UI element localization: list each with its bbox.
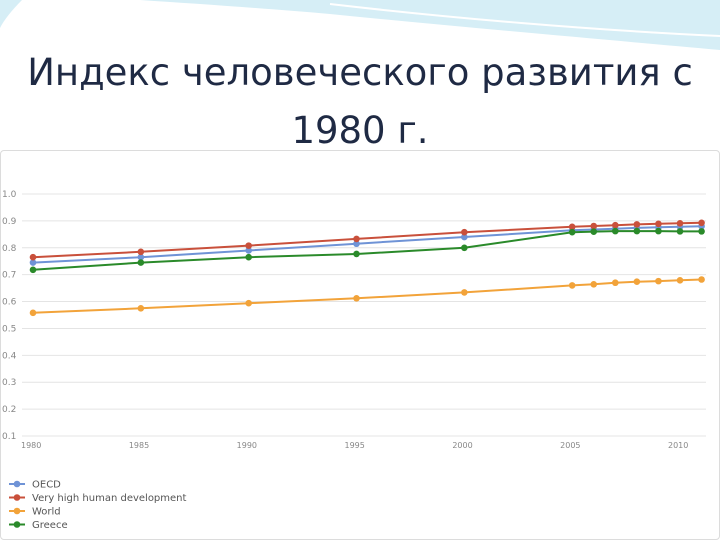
series-line-oecd xyxy=(32,225,702,264)
y-tick-label: 0.3 xyxy=(2,378,16,388)
data-point[interactable] xyxy=(676,277,684,284)
x-tick-label: 1990 xyxy=(237,441,257,450)
series-line-very-high-human-development xyxy=(32,221,702,259)
slide-header-decoration xyxy=(0,0,720,50)
data-point[interactable] xyxy=(137,248,145,256)
legend-item-very-high-human-development[interactable]: Very high human development xyxy=(9,493,187,504)
data-point[interactable] xyxy=(676,220,684,227)
data-point[interactable] xyxy=(698,219,705,227)
slide-title: Индекс человеческого развития с 1980 г. xyxy=(27,51,693,152)
data-point[interactable] xyxy=(568,282,576,289)
legend-swatch-dot xyxy=(13,507,21,515)
data-point[interactable] xyxy=(353,250,360,258)
data-point[interactable] xyxy=(461,228,468,236)
header-wave-band xyxy=(140,0,720,50)
y-tick-label: 0.7 xyxy=(2,271,16,281)
data-point[interactable] xyxy=(655,220,662,228)
data-point[interactable] xyxy=(633,227,641,235)
x-tick-label: 1995 xyxy=(345,441,365,450)
data-point[interactable] xyxy=(655,277,662,285)
data-point[interactable] xyxy=(245,242,252,249)
data-point[interactable] xyxy=(612,279,619,287)
legend-swatch-dot xyxy=(13,521,21,528)
chart-series xyxy=(29,219,705,317)
x-tick-label: 1985 xyxy=(129,441,149,450)
data-point[interactable] xyxy=(633,278,641,285)
data-point[interactable] xyxy=(461,244,468,252)
x-tick-label: 2005 xyxy=(560,441,580,450)
legend-label: World xyxy=(32,507,61,518)
data-point[interactable] xyxy=(137,253,145,261)
legend-label: Very high human development xyxy=(32,493,187,504)
series-greece xyxy=(29,227,705,274)
data-point[interactable] xyxy=(29,309,37,317)
y-axis-ticks: 1.0 0.9 0.8 0.7 0.6 0.5 0.4 0.3 0.2 0.1 xyxy=(2,190,17,442)
data-point[interactable] xyxy=(655,227,662,235)
data-point[interactable] xyxy=(29,259,37,266)
y-tick-label: 0.1 xyxy=(2,432,16,442)
data-point[interactable] xyxy=(698,276,705,283)
data-point[interactable] xyxy=(568,223,576,231)
data-point[interactable] xyxy=(245,247,252,254)
x-tick-label: 1980 xyxy=(21,441,41,450)
data-point[interactable] xyxy=(245,253,252,261)
data-point[interactable] xyxy=(698,228,705,235)
data-point[interactable] xyxy=(29,253,37,261)
legend-label: OECD xyxy=(32,480,61,491)
data-point[interactable] xyxy=(676,228,684,235)
data-point[interactable] xyxy=(461,289,468,296)
data-point[interactable] xyxy=(612,221,619,229)
x-axis-ticks: 1980 1985 1990 1995 2000 2005 2010 xyxy=(21,441,688,450)
data-point[interactable] xyxy=(137,304,145,312)
header-wave-corner xyxy=(0,0,22,28)
legend-swatch-dot xyxy=(13,480,21,488)
data-point[interactable] xyxy=(612,227,619,235)
series-world xyxy=(29,276,705,317)
y-tick-label: 0.4 xyxy=(2,351,17,361)
series-oecd xyxy=(29,222,705,266)
data-point[interactable] xyxy=(633,221,641,228)
data-point[interactable] xyxy=(590,281,598,288)
chart-grid xyxy=(22,193,706,437)
legend-swatch-dot xyxy=(13,494,21,501)
x-tick-label: 2000 xyxy=(452,441,472,450)
legend-item-greece[interactable]: Greece xyxy=(9,520,68,531)
data-point[interactable] xyxy=(590,228,598,235)
data-point[interactable] xyxy=(353,240,360,248)
data-point[interactable] xyxy=(245,299,252,307)
series-line-world xyxy=(32,278,702,314)
data-point[interactable] xyxy=(137,259,145,266)
data-point[interactable] xyxy=(461,233,468,241)
legend-item-world[interactable]: World xyxy=(9,507,61,518)
y-tick-label: 0.9 xyxy=(2,217,17,227)
x-tick-label: 2010 xyxy=(668,441,688,450)
chart-legend[interactable]: OECD Very high human development World Gree… xyxy=(9,480,187,532)
series-very-high-human-development xyxy=(29,219,705,261)
series-line-greece xyxy=(32,230,702,271)
header-wave-line xyxy=(329,3,720,37)
y-tick-label: 0.2 xyxy=(2,405,16,415)
data-point[interactable] xyxy=(568,228,576,236)
legend-label: Greece xyxy=(32,520,68,531)
data-point[interactable] xyxy=(590,222,598,230)
y-tick-label: 0.6 xyxy=(2,298,17,308)
data-point[interactable] xyxy=(353,235,360,243)
chart-panel xyxy=(0,150,720,540)
y-tick-label: 1.0 xyxy=(2,190,17,200)
data-point[interactable] xyxy=(29,266,37,274)
legend-item-oecd[interactable]: OECD xyxy=(9,480,61,491)
y-tick-label: 0.8 xyxy=(2,244,17,254)
data-point[interactable] xyxy=(353,295,360,302)
y-tick-label: 0.5 xyxy=(2,324,16,334)
